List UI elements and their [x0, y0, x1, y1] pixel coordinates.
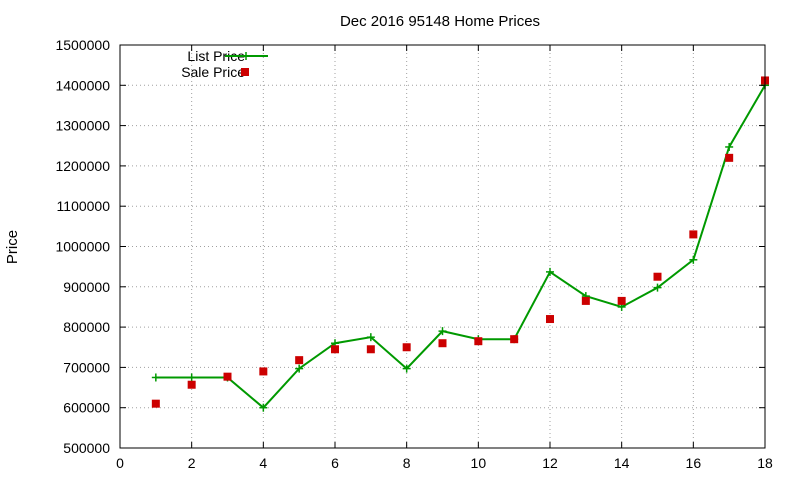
x-tick-label: 6 [331, 455, 339, 471]
sale-price-point [474, 337, 483, 346]
y-tick-label: 900000 [63, 279, 110, 295]
y-tick-label: 1000000 [55, 239, 110, 255]
x-tick-label: 10 [471, 455, 487, 471]
x-tick-label: 16 [686, 455, 702, 471]
y-tick-label: 1100000 [57, 198, 111, 214]
y-tick-label: 1200000 [55, 158, 110, 174]
sale-price-point [653, 272, 662, 281]
sale-price-point [295, 356, 304, 365]
sale-price-legend-marker [241, 68, 249, 76]
y-tick-label: 500000 [63, 440, 110, 456]
plot-data [151, 76, 769, 412]
sale-price-legend-label: Sale Price [181, 64, 245, 80]
axis-ticks: 0 2 4 6 8 10 12 14 16 18 500000 600000 700000 800000 9… [55, 37, 773, 471]
sale-price-point [689, 230, 698, 239]
y-tick-label: 1300000 [55, 118, 110, 134]
list-price-legend-marker [242, 52, 250, 60]
sale-price-point [617, 296, 626, 305]
x-tick-label: 12 [542, 455, 558, 471]
sale-price-point [546, 315, 554, 324]
list-price-point [259, 403, 268, 412]
y-tick-label: 1400000 [55, 77, 110, 93]
sale-price-point [581, 296, 590, 305]
sale-price-point [402, 343, 411, 352]
sale-price-point [151, 399, 160, 408]
y-tick-label: 700000 [63, 359, 110, 375]
y-tick-label: 800000 [63, 319, 110, 335]
sale-price-point [259, 367, 268, 376]
y-tick-label: 1500000 [55, 37, 110, 53]
list-price-point [151, 373, 160, 382]
y-axis-label: Price [4, 230, 21, 264]
list-price-point [187, 373, 196, 382]
list-price-line [155, 84, 766, 410]
list-price-point [725, 142, 734, 151]
list-price-point [653, 283, 662, 292]
sale-price-point [438, 339, 447, 348]
list-price-point [295, 364, 304, 373]
sale-price-point [510, 335, 519, 344]
x-tick-label: 8 [403, 455, 411, 471]
x-tick-label: 18 [757, 455, 773, 471]
list-price-point [402, 364, 411, 373]
list-price-point [546, 267, 554, 276]
x-tick-label: 2 [188, 455, 196, 471]
chart-title: Dec 2016 95148 Home Prices [340, 13, 540, 30]
list-price-point [366, 333, 375, 342]
sale-price-point [223, 372, 232, 381]
y-tick-label: 600000 [63, 400, 110, 416]
sale-price-point [366, 345, 375, 354]
sale-price-point [725, 153, 734, 162]
x-tick-label: 0 [116, 455, 124, 471]
list-price-legend-label: List Price [187, 48, 245, 64]
list-price-point [689, 255, 698, 264]
x-tick-label: 4 [259, 455, 267, 471]
x-tick-label: 14 [614, 455, 630, 471]
sale-price-point [331, 345, 339, 354]
list-price-point [438, 327, 447, 336]
sale-price-point [187, 380, 196, 389]
